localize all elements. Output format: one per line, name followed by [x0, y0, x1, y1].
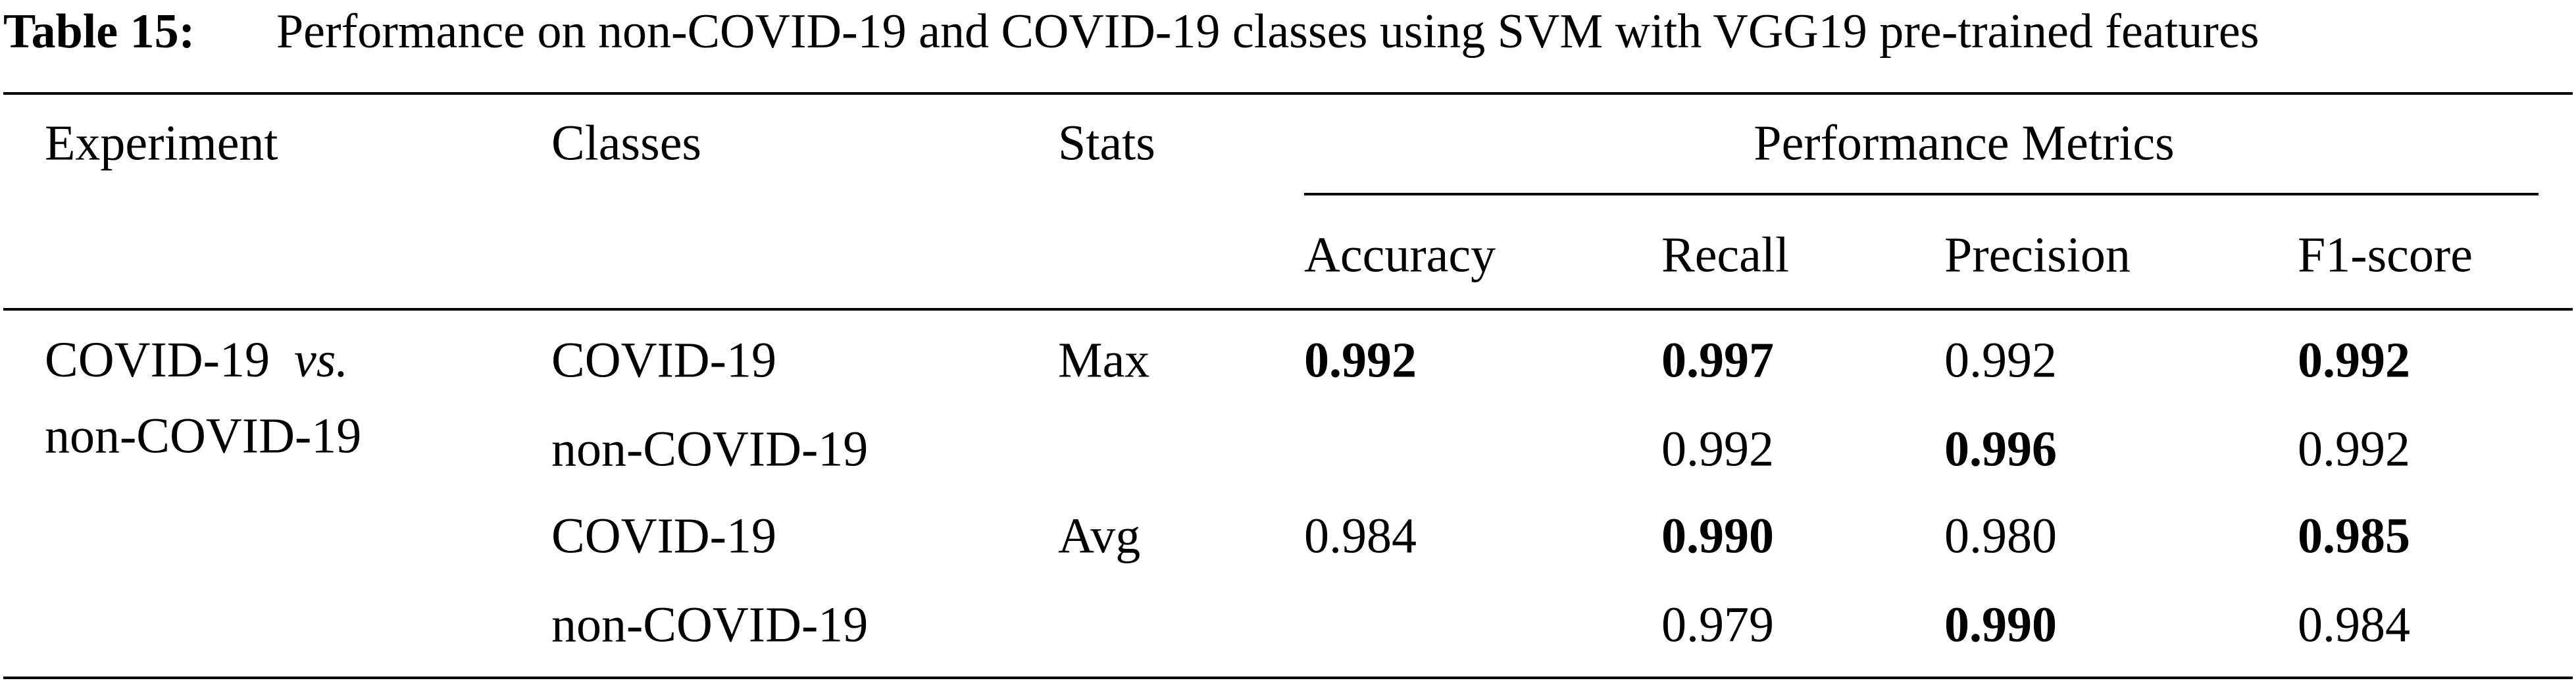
stats-cell: Max — [1058, 332, 1149, 388]
metric-cell: 0.979 — [1661, 597, 1774, 652]
metric-cell: 0.997 — [1661, 332, 1774, 388]
metric-cell: 0.985 — [2298, 508, 2410, 563]
header-cell: Precision — [1944, 227, 2131, 282]
metric-cell: 0.984 — [1304, 508, 1417, 563]
experiment-text: COVID-19 — [45, 332, 270, 388]
header-cell: Classes — [551, 115, 701, 170]
header-cell: F1-score — [2298, 227, 2473, 282]
caption-label: Table 15: — [3, 5, 195, 59]
class-cell: COVID-19 — [551, 508, 776, 563]
metric-cell: 0.980 — [1944, 508, 2057, 563]
metric-cell: 0.990 — [1661, 508, 1774, 563]
header-group: Performance Metrics — [1754, 115, 2174, 170]
metric-cell: 0.992 — [1944, 332, 2057, 388]
experiment-cell: COVID-19 vs. — [45, 332, 348, 388]
metric-cell: 0.984 — [2298, 597, 2410, 652]
header-cell: Stats — [1058, 115, 1155, 170]
metric-cell: 0.990 — [1944, 597, 2057, 652]
header-cell: Recall — [1661, 227, 1789, 282]
experiment-text: non-COVID-19 — [45, 408, 361, 463]
class-cell: COVID-19 — [551, 332, 776, 388]
caption-text: Performance on non-COVID-19 and COVID-19… — [276, 5, 2259, 59]
header-cell: Experiment — [45, 115, 278, 170]
stats-cell: Avg — [1058, 508, 1140, 563]
class-cell: non-COVID-19 — [551, 421, 868, 476]
header-cell: Accuracy — [1304, 227, 1496, 282]
metric-cell: 0.992 — [1304, 332, 1417, 388]
metric-cell: 0.996 — [1944, 421, 2057, 476]
metric-cell: 0.992 — [1661, 421, 1774, 476]
metric-cell: 0.992 — [2298, 421, 2410, 476]
class-cell: non-COVID-19 — [551, 597, 868, 652]
experiment-text: vs. — [294, 332, 348, 388]
metric-cell: 0.992 — [2298, 332, 2410, 388]
